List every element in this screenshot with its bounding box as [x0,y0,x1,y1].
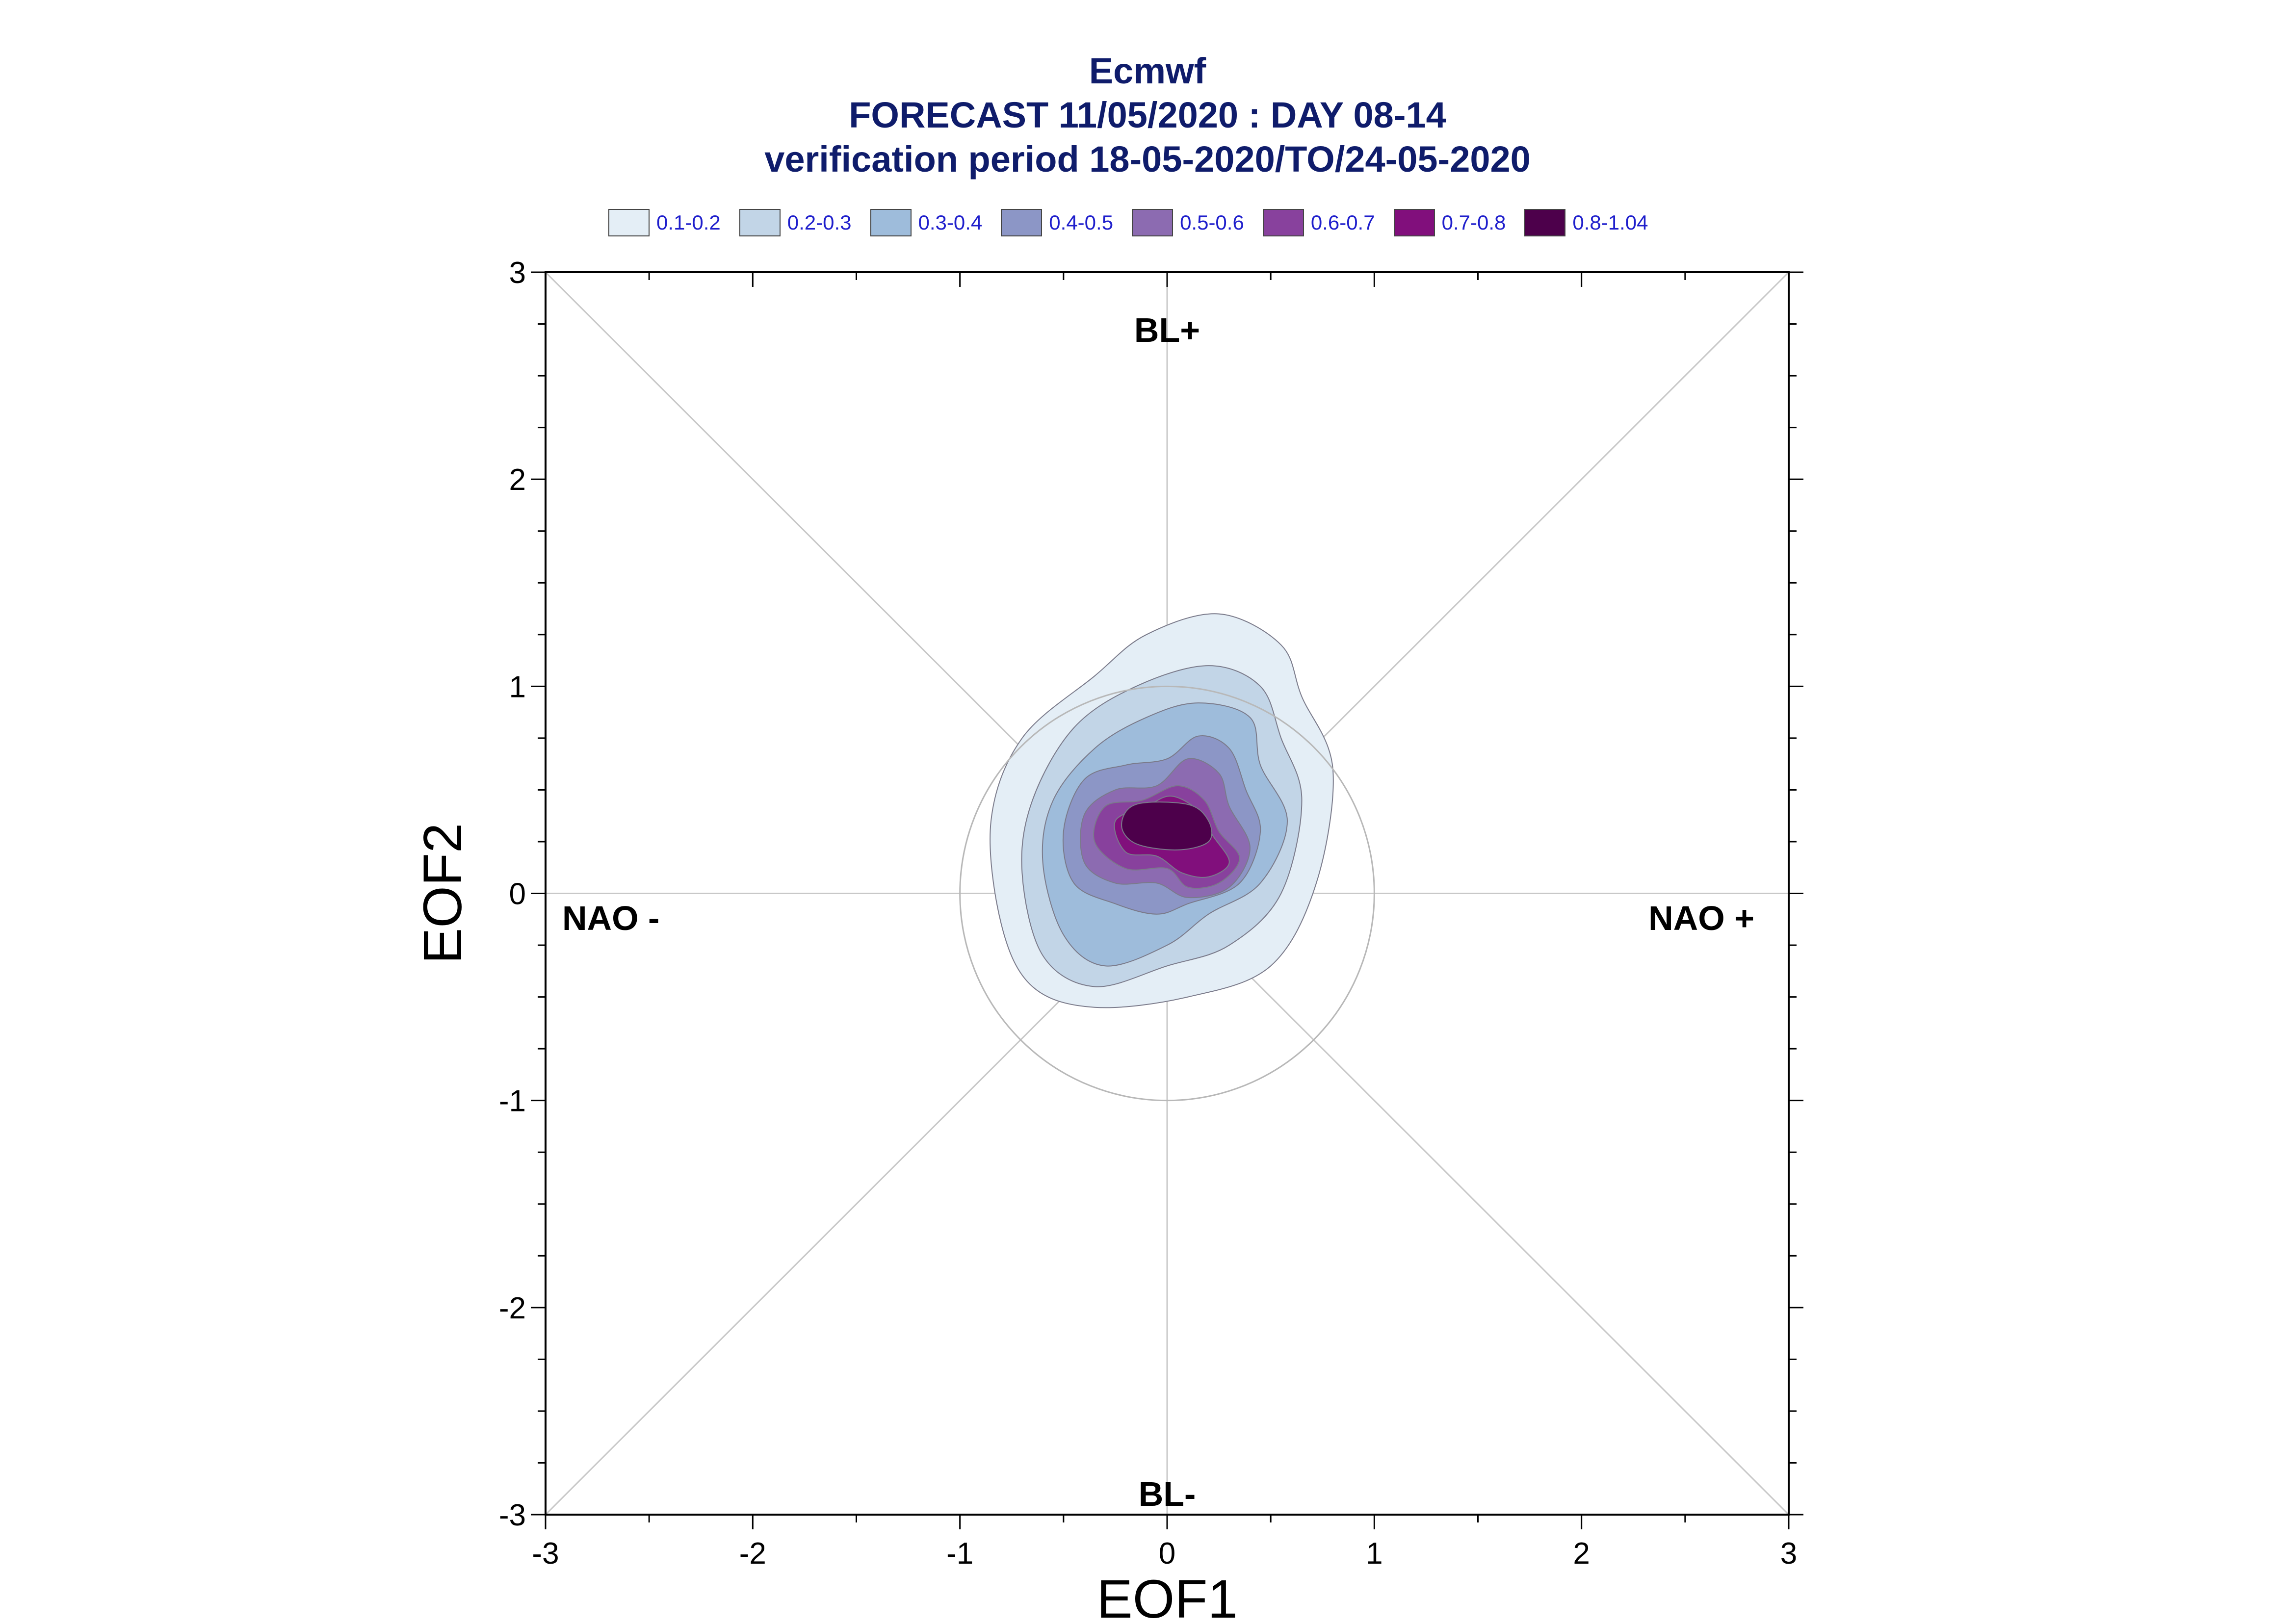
legend-label: 0.5-0.6 [1180,211,1244,234]
x-tick-label: -3 [532,1537,559,1571]
legend-label: 0.1-0.2 [656,211,721,234]
regime-label: NAO + [1648,899,1754,937]
contour-band-8 [1121,801,1213,851]
y-axis-title: EOF2 [413,823,473,964]
x-tick-label: 1 [1366,1537,1382,1571]
x-tick-label: 2 [1573,1537,1590,1571]
regime-label: BL+ [1134,311,1200,349]
y-tick-label: -2 [499,1291,526,1325]
y-tick-label: 3 [509,256,526,290]
legend-label: 0.2-0.3 [787,211,852,234]
legend-item: 0.1-0.2 [608,209,721,236]
legend-swatch [608,209,650,236]
regime-label: BL- [1139,1475,1196,1513]
y-tick-label: -3 [499,1498,526,1532]
legend-swatch [1132,209,1174,236]
regime-label: NAO - [562,899,659,937]
x-tick-label: 3 [1780,1537,1797,1571]
legend: 0.1-0.2 0.2-0.3 0.3-0.4 0.4-0.5 0.5-0.6 0.6-0… [608,207,1737,238]
legend-swatch [739,209,781,236]
legend-swatch [1393,209,1435,236]
chart-verification-period: verification period 18-05-2020/TO/24-05-… [764,139,1531,180]
chart-titles: Ecmwf FORECAST 11/05/2020 : DAY 08-14 ve… [0,49,2295,181]
legend-item: 0.8-1.04 [1524,209,1648,236]
legend-label: 0.7-0.8 [1441,211,1506,234]
legend-swatch [1524,209,1566,236]
legend-swatch [870,209,912,236]
reference-circle [959,685,1375,1102]
y-tick-label: 1 [509,670,526,704]
x-tick-label: 0 [1159,1537,1175,1571]
y-tick-label: 2 [509,463,526,497]
x-tick-label: -1 [946,1537,973,1571]
legend-label: 0.4-0.5 [1049,211,1114,234]
y-tick-label: 0 [509,877,526,911]
chart-title: Ecmwf [1089,51,1206,91]
legend-item: 0.7-0.8 [1393,209,1506,236]
legend-label: 0.8-1.04 [1572,211,1648,234]
legend-swatch [1001,209,1043,236]
x-axis-title: EOF1 [1096,1569,1237,1624]
legend-swatch [1262,209,1304,236]
legend-item: 0.5-0.6 [1132,209,1244,236]
x-tick-label: -2 [739,1537,766,1571]
legend-item: 0.4-0.5 [1001,209,1113,236]
legend-label: 0.3-0.4 [918,211,983,234]
legend-item: 0.2-0.3 [739,209,852,236]
chart-subtitle: FORECAST 11/05/2020 : DAY 08-14 [849,95,1446,135]
legend-item: 0.6-0.7 [1262,209,1375,236]
y-tick-label: -1 [499,1084,526,1118]
legend-label: 0.6-0.7 [1310,211,1375,234]
legend-item: 0.3-0.4 [870,209,983,236]
